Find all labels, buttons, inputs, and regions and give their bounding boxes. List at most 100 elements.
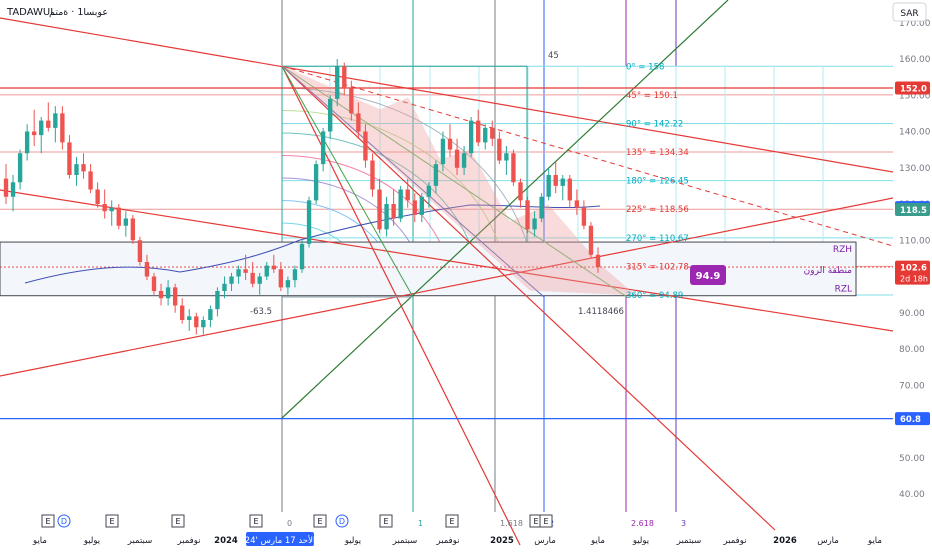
earnings-marker-label: E (45, 517, 50, 526)
dividend-marker[interactable] (57, 514, 71, 528)
candle-body (109, 207, 114, 212)
candle-body (123, 218, 128, 226)
angle-label: 45 (548, 51, 559, 61)
candle-body (285, 280, 291, 288)
candle-body (137, 240, 143, 262)
x-tick-label: يوليو (632, 536, 650, 546)
earnings-marker-label: E (533, 517, 538, 526)
x-tick-label: يوليو (344, 536, 362, 546)
dividend-marker-label: D (61, 517, 67, 526)
candle-body (215, 291, 220, 310)
candle-body (158, 291, 164, 299)
candle-body (208, 309, 213, 320)
candle-body (144, 262, 150, 277)
earnings-marker[interactable] (379, 514, 393, 528)
candle-body (468, 120, 474, 154)
price-tag (895, 202, 930, 216)
y-tick-label: 140.00 (899, 128, 931, 138)
range-zone-box (0, 241, 857, 297)
range-label: -63.5 (250, 307, 272, 317)
price-tag-label: 60.8 (900, 415, 921, 425)
candle-body (39, 120, 44, 136)
currency-box[interactable] (892, 2, 927, 22)
symbol-title: TADAWUL (6, 7, 56, 18)
x-tick-label: يوليو (83, 536, 101, 546)
zone-top-label: RZH (833, 245, 852, 255)
candle-body (250, 272, 255, 284)
fib-time-label: 3 (681, 519, 686, 528)
x-tick-label: نوفمبر (436, 536, 460, 546)
price-axis: 40.0050.0060.0070.0080.0090.00100.00110.… (895, 19, 931, 500)
candle-body (264, 265, 269, 277)
candle-body (525, 200, 530, 230)
y-tick-label: 150.00 (899, 91, 931, 101)
price-tag-label: 152.0 (900, 85, 927, 95)
candle-body (194, 316, 199, 328)
x-tick-label: مايو (590, 536, 605, 546)
candle-body (581, 207, 587, 226)
candle-body (3, 178, 9, 197)
y-tick-label: 110.00 (899, 236, 931, 246)
earnings-marker[interactable] (539, 514, 553, 528)
y-tick-label: 130.00 (899, 164, 931, 174)
candle-body (257, 276, 262, 284)
candle-body (17, 153, 23, 183)
earnings-marker[interactable] (445, 514, 459, 528)
candle-body (504, 153, 509, 161)
earnings-marker-label: E (317, 517, 322, 526)
trendline (0, 197, 894, 377)
candle-body (454, 149, 460, 168)
candle-body (46, 120, 51, 128)
candle-body (278, 269, 284, 288)
candle-body (370, 160, 375, 190)
y-tick-label: 80.00 (899, 345, 925, 355)
candle-body (595, 254, 601, 268)
earnings-marker[interactable] (171, 514, 185, 528)
candle-body (32, 131, 37, 136)
ratio-label: 1.4118466 (578, 307, 624, 317)
candle-body (67, 142, 72, 175)
price-tag (895, 81, 930, 95)
price-tag (895, 260, 930, 285)
gann-fan (281, 65, 628, 298)
candle-body (398, 189, 403, 219)
candle-body (180, 305, 185, 320)
x-tick-label: نوفمبر (723, 536, 747, 546)
candle-body (102, 204, 107, 212)
candle-body (236, 269, 241, 277)
candle-body (426, 185, 432, 197)
y-tick-label: 160.00 (899, 55, 931, 65)
x-tick-label: نوفمبر (177, 536, 201, 546)
gann-angle-label: 0° = 158 (626, 62, 664, 72)
gann-angle-label: 360° = 94.89 (626, 291, 683, 301)
earnings-marker-label: E (449, 517, 454, 526)
candles (3, 59, 601, 335)
dividend-marker[interactable] (335, 514, 349, 528)
candle-body (313, 164, 319, 201)
candle-body (335, 66, 340, 99)
candle-body (292, 269, 298, 281)
x-tick-label: 2025 (490, 536, 514, 546)
earnings-marker[interactable] (313, 514, 327, 528)
candle-body (497, 138, 502, 161)
candle-body (151, 276, 157, 291)
x-tick-label: سبتمبر (127, 536, 152, 546)
price-tag-label: 102.6 (900, 264, 927, 274)
target-value: 94.9 (696, 271, 721, 282)
earnings-marker[interactable] (249, 514, 263, 528)
gann-angle-label: 45° = 150.1 (626, 91, 678, 101)
earnings-marker[interactable] (105, 514, 119, 528)
zone-name: منطقة الرون (804, 266, 853, 276)
candle-body (532, 218, 537, 230)
gann-fan (281, 65, 414, 298)
candle-body (172, 287, 178, 306)
candle-body (476, 120, 481, 143)
x-tick-label: مارس (817, 536, 839, 546)
candle-body (271, 265, 276, 270)
earnings-marker[interactable] (41, 514, 55, 528)
y-tick-label: 90.00 (899, 309, 925, 319)
x-tick-label: سبتمبر (392, 536, 417, 546)
